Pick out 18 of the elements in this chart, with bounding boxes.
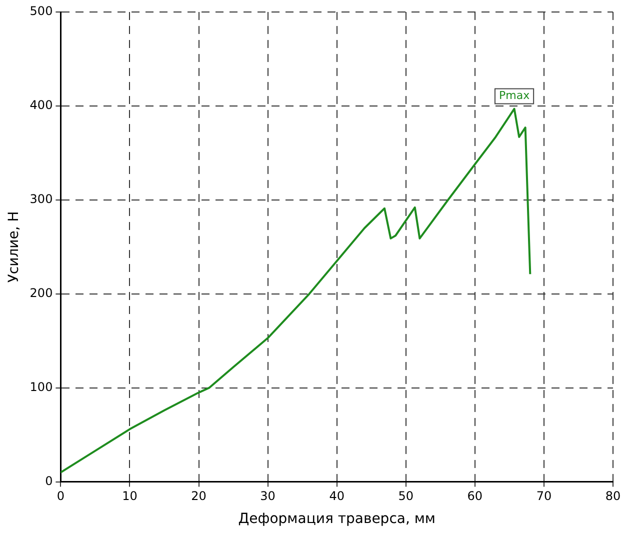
y-tick-label: 100: [30, 380, 53, 394]
x-tick-label: 50: [398, 489, 414, 504]
y-axis-title: Усилие, Н: [6, 211, 22, 283]
x-tick-label: 20: [191, 489, 206, 504]
x-tick-label: 30: [260, 489, 276, 504]
x-tick-label: 0: [56, 489, 65, 504]
x-tick-label: 80: [605, 489, 621, 504]
y-tick-label: 500: [30, 4, 53, 18]
x-tick-label: 60: [467, 489, 483, 504]
y-tick-label: 300: [30, 192, 53, 206]
x-axis-title: Деформация траверса, мм: [238, 511, 436, 528]
x-tick-label: 10: [122, 489, 138, 504]
x-tick-label: 40: [329, 489, 344, 504]
y-tick-label: 0: [45, 474, 53, 488]
y-tick-label: 200: [30, 286, 53, 300]
x-tick-label: 70: [536, 489, 552, 504]
y-tick-label: 400: [30, 98, 53, 112]
annotation: Pmax: [498, 89, 530, 102]
